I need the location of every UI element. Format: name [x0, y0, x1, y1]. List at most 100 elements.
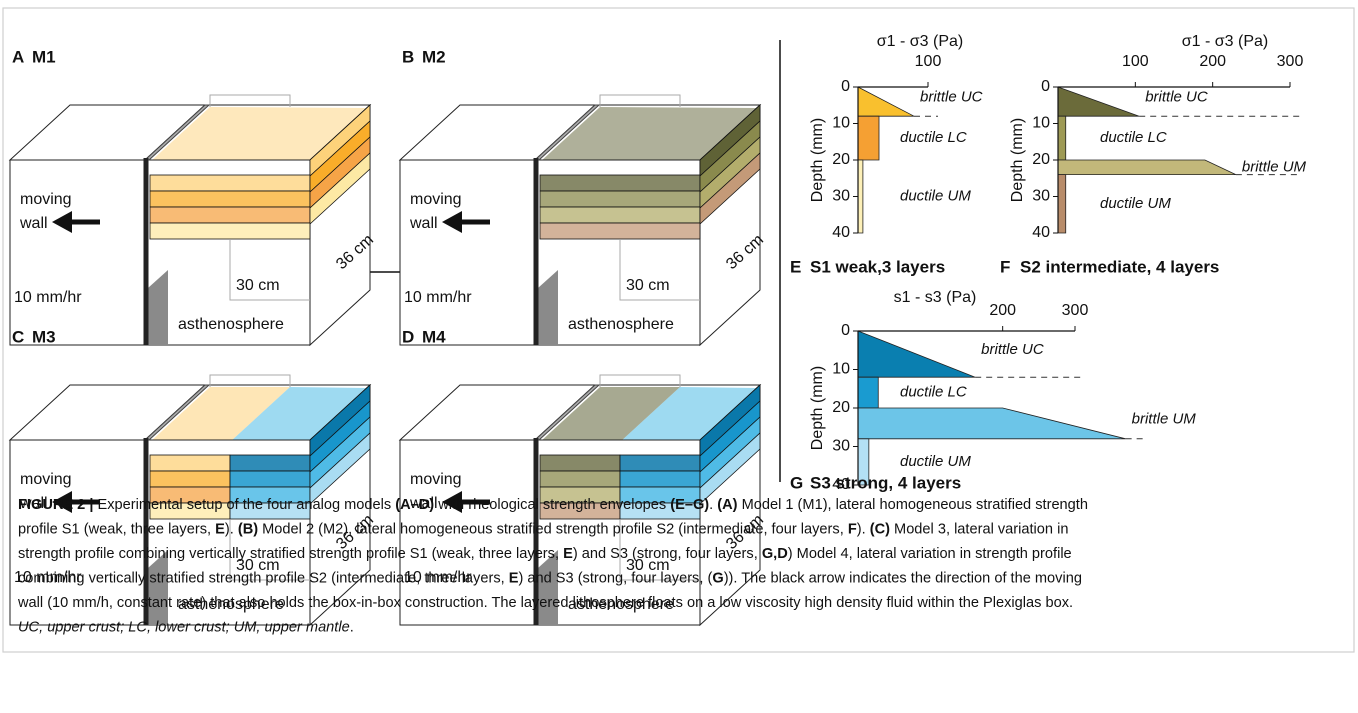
caption-text: F: [848, 521, 857, 537]
asthenosphere: [538, 270, 558, 345]
layer-front: [539, 470, 621, 488]
layer-front: [539, 190, 701, 208]
caption-text: (C): [870, 521, 890, 537]
box-face: [9, 439, 146, 626]
x-axis-label: s1 - s3 (Pa): [894, 289, 977, 306]
layer-side: [309, 152, 371, 225]
layer-label: ductile UM: [1100, 195, 1171, 212]
panel-title: M2: [422, 47, 446, 66]
layer-label: ductile UM: [900, 453, 971, 470]
label: 30 cm: [626, 557, 670, 574]
x-tick-label: 100: [1122, 53, 1149, 70]
caption-text: E: [509, 570, 519, 586]
figure-frame: [2, 7, 1355, 653]
layer-top: [150, 387, 290, 442]
label: 10 mm/hr: [14, 289, 82, 306]
x-axis-label: σ1 - σ3 (Pa): [1182, 33, 1268, 50]
caption-line: UC, upper crust; LC, lower crust; UM, up…: [18, 619, 354, 635]
layer-front: [619, 470, 701, 488]
caption-text: (B): [238, 521, 258, 537]
layer-top: [540, 107, 758, 162]
asthenosphere: [538, 550, 558, 625]
label: 10 mm/hr: [14, 569, 82, 586]
y-tick-label: 40: [1032, 224, 1050, 241]
y-tick-label: 30: [1032, 188, 1050, 205]
label: asthenosphere: [568, 596, 674, 613]
layer-label: ductile LC: [900, 129, 967, 146]
panel-title: M3: [32, 327, 56, 346]
panel-title: S2 intermediate, 4 layers: [1020, 257, 1219, 276]
layer-front: [539, 174, 701, 192]
layer-front: [149, 470, 231, 488]
layer-side: [309, 432, 371, 505]
layer-front: [149, 454, 231, 472]
label: moving: [20, 471, 72, 488]
layer-top: [230, 387, 368, 442]
layer-label: brittle UC: [920, 89, 983, 106]
inner-box: [619, 520, 700, 581]
arrow: [52, 211, 72, 233]
inner-box: [209, 94, 291, 107]
layer-front: [149, 206, 311, 224]
label: asthenosphere: [178, 596, 284, 613]
y-tick-label: 0: [841, 322, 850, 339]
label: 10 mm/hr: [404, 289, 472, 306]
inner-box: [619, 240, 700, 301]
label: moving: [410, 471, 462, 488]
arrow: [442, 211, 462, 233]
inner-box: [599, 94, 681, 107]
model-box: [8, 374, 372, 627]
y-axis-label: Depth (mm): [809, 366, 826, 450]
caption-text: G: [712, 570, 723, 586]
panel-title: S1 weak,3 layers: [810, 257, 945, 276]
y-axis-label: Depth (mm): [1009, 118, 1026, 202]
model-box: [398, 94, 762, 347]
layer: [857, 115, 880, 161]
layer-front: [539, 206, 701, 224]
caption-text: E: [215, 521, 225, 537]
y-tick-label: 30: [832, 188, 850, 205]
layer-label: brittle UM: [1242, 158, 1307, 175]
y-axis-label: Depth (mm): [809, 118, 826, 202]
layer-side: [699, 152, 761, 225]
layer: [857, 159, 864, 234]
label: asthenosphere: [178, 316, 284, 333]
layer-top: [620, 387, 758, 442]
layer-front: [149, 174, 311, 192]
caption-line: combining vertically stratified strength…: [18, 570, 1082, 586]
label: wall: [409, 495, 438, 512]
layer: [1057, 115, 1067, 161]
panel-letter: C: [12, 327, 24, 346]
label: 30 cm: [236, 277, 280, 294]
y-tick-label: 40: [832, 476, 850, 493]
y-tick-label: 10: [832, 361, 850, 378]
layer: [857, 330, 976, 378]
inner-box: [599, 374, 681, 387]
panel-title: M4: [422, 327, 446, 346]
panel-letter: F: [1000, 257, 1010, 276]
caption-line: FIGURE 2 | Experimental setup of the fou…: [18, 497, 1088, 513]
y-tick-label: 10: [1032, 115, 1050, 132]
x-axis-label: σ1 - σ3 (Pa): [877, 33, 963, 50]
y-tick-label: 20: [832, 399, 850, 416]
y-tick-label: 0: [841, 78, 850, 95]
caption-text: (A): [717, 497, 737, 513]
x-tick-label: 300: [1062, 302, 1089, 319]
inner-box: [229, 520, 310, 581]
box-face: [399, 159, 536, 346]
panel-letter: G: [790, 473, 803, 492]
arrow: [52, 491, 72, 513]
caption-text: strength profile combining vertically st…: [18, 546, 563, 562]
y-tick-label: 30: [832, 438, 850, 455]
layer-label: ductile UM: [900, 187, 971, 204]
inner-box: [229, 240, 310, 301]
caption-text: ).: [857, 521, 870, 537]
caption-text: .: [350, 619, 354, 635]
layer-side: [699, 432, 761, 505]
panel-letter: B: [402, 47, 414, 66]
layer-front: [149, 222, 311, 240]
model-box: [398, 374, 762, 627]
layer: [1057, 174, 1067, 234]
layer-label: brittle UM: [1132, 410, 1197, 427]
layer: [1057, 159, 1237, 176]
